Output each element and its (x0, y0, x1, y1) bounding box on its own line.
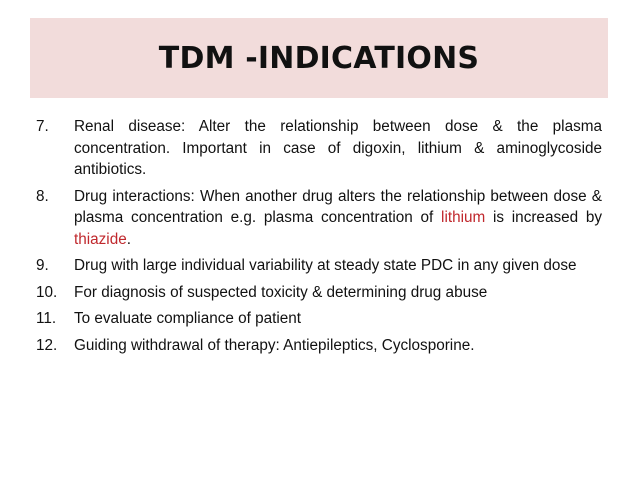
item-number: 7. (36, 118, 49, 135)
item-text: Drug interactions: When another drug alt… (74, 186, 602, 251)
item-number: 10. (36, 283, 58, 301)
item-text-post: . (126, 230, 131, 248)
item-text-pre: Drug interactions: When another drug alt… (74, 187, 602, 227)
item-number: 8. (36, 187, 49, 205)
highlight-thiazide: thiazide (74, 230, 127, 248)
list-item: 8. Drug interactions: When another drug … (36, 186, 602, 251)
item-text: Drug with large individual variability a… (74, 257, 577, 274)
list-item: 10. For diagnosis of suspected toxicity … (36, 282, 602, 304)
item-text: For diagnosis of suspected toxicity & de… (74, 283, 488, 301)
item-text: Renal disease: Alter the relationship be… (74, 118, 602, 178)
item-number: 9. (36, 257, 49, 274)
item-text: Guiding withdrawal of therapy: Antiepile… (74, 336, 475, 354)
slide-title: TDM -INDICATIONS (158, 40, 480, 76)
list-item: 11. To evaluate compliance of patient (36, 308, 602, 330)
list-item: 12. Guiding withdrawal of therapy: Antie… (36, 335, 602, 357)
item-number: 12. (36, 336, 58, 354)
indications-list: 7. Renal disease: Alter the relationship… (36, 116, 602, 361)
list-item: 9. Drug with large individual variabilit… (36, 255, 602, 277)
list-item: 7. Renal disease: Alter the relationship… (36, 116, 602, 181)
title-banner: TDM -INDICATIONS (30, 18, 608, 98)
item-text: To evaluate compliance of patient (74, 310, 302, 327)
item-text-mid: is increased by (485, 209, 603, 226)
highlight-lithium: lithium (441, 209, 486, 226)
item-number: 11. (36, 310, 57, 327)
